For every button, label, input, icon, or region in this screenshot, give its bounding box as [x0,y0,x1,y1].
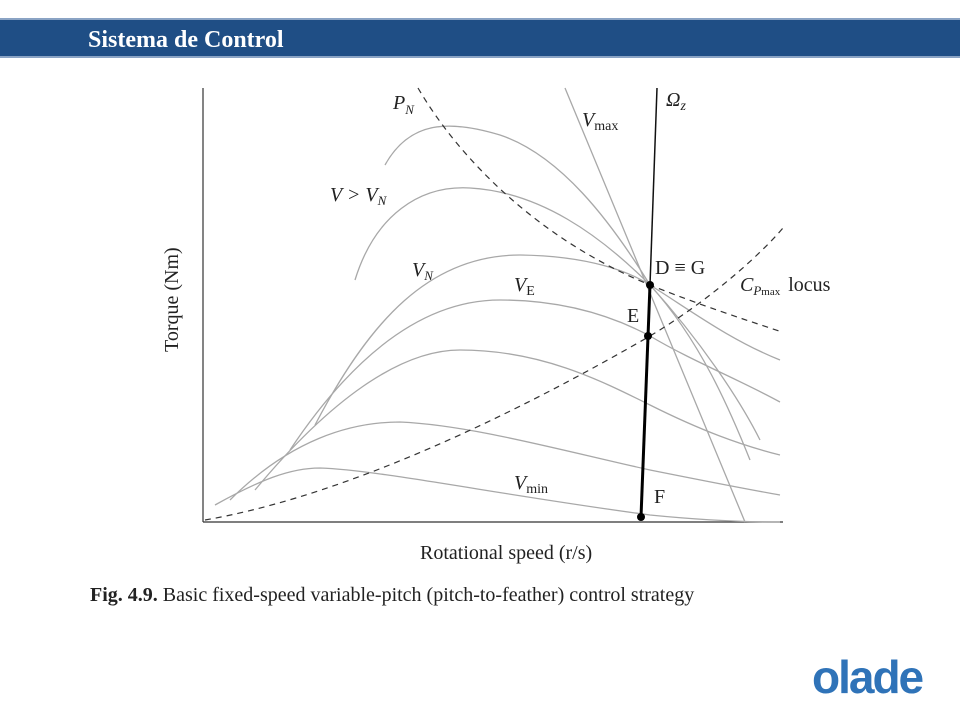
curve-v-max [564,87,746,523]
curve-v-n [314,254,781,426]
label-p-n-sub: N [404,102,415,117]
olade-logo: olade [812,651,924,703]
label-cp-main: C [740,274,754,296]
label-p-n-main: P [392,92,405,114]
label-cp-word: locus [788,274,830,296]
curve-v-gt-vn [354,187,751,461]
cp-max-locus [204,227,784,521]
curve-v-min [214,467,781,523]
curve-v-e [289,299,781,451]
label-v-max: Vmax [582,109,618,134]
label-v-min-sub: min [526,482,548,497]
label-v-n-sub: N [423,268,434,283]
label-cp-locus: CPmax locus [740,274,831,298]
point-f [637,513,645,521]
label-v-e: VE [514,274,535,299]
label-v-e-main: V [514,274,529,296]
label-v-min-main: V [514,472,529,494]
label-omega-z-sub: z [679,99,686,114]
label-point-e: E [627,305,639,327]
label-v-e-sub: E [526,284,535,299]
curve-v-low [229,421,781,501]
label-v-gt-vn-main: V > V [330,184,380,206]
label-v-n: VN [412,259,434,283]
label-v-n-main: V [412,259,427,281]
label-v-gt-vn: V > VN [330,184,388,208]
label-omega-z: Ωz [666,89,686,114]
omega-z-line [649,87,658,286]
figure-caption: Fig. 4.9. Basic fixed-speed variable-pit… [90,584,694,607]
p-n-locus [417,87,783,333]
label-v-max-sub: max [594,119,618,134]
page-title: Sistema de Control [88,27,284,53]
operating-path [639,284,652,518]
label-v-max-main: V [582,109,597,131]
point-d-g [646,281,654,289]
label-omega-z-main: Ω [666,89,680,111]
label-v-gt-vn-sub: N [377,193,388,208]
label-cp-subsub: max [761,286,780,298]
label-cp-sub: P [752,283,761,298]
curve-v-top [384,125,761,441]
curve-v-mid [254,349,781,491]
label-v-min: Vmin [514,472,548,497]
x-axis-label: Rotational speed (r/s) [420,542,592,564]
caption-text: Basic fixed-speed variable-pitch (pitch-… [162,584,695,606]
label-p-n: PN [392,92,415,117]
point-e [644,332,652,340]
y-axis-label: Torque (Nm) [161,247,183,352]
label-point-f: F [654,486,665,508]
header-bar: Sistema de Control [0,18,960,58]
label-point-d-g: D ≡ G [655,257,705,279]
caption-prefix: Fig. 4.9. [90,584,158,606]
